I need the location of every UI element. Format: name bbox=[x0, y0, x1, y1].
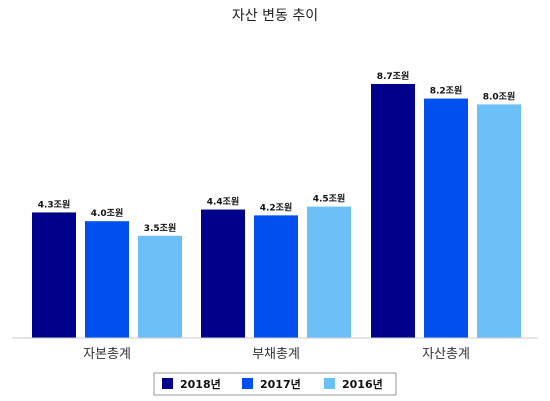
bar-0-2 bbox=[138, 235, 182, 338]
data-label-0-0: 4.3조원 bbox=[38, 198, 71, 210]
category-label-1: 부채총계 bbox=[252, 347, 300, 362]
legend-box bbox=[153, 372, 397, 396]
bar-1-2 bbox=[307, 206, 351, 338]
legend: 2018년 2017년 2016년 bbox=[153, 372, 397, 396]
bars-group: 4.3조원 4.4조원 8.7조원 4.0조원 4.2조원 8.2조원 3.5조원 4.5조원… bbox=[32, 70, 521, 339]
data-label-1-0: 4.4조원 bbox=[207, 196, 240, 208]
data-label-2-2: 8.0조원 bbox=[483, 90, 516, 102]
legend-label-0: 2018년 bbox=[180, 377, 221, 391]
category-label-0: 자본총계 bbox=[83, 347, 131, 362]
chart-title: 자산 변동 추이 bbox=[232, 8, 318, 24]
data-label-1-2: 4.5조원 bbox=[313, 193, 346, 205]
bar-1-0 bbox=[201, 209, 245, 338]
bar-1-1 bbox=[254, 215, 298, 338]
legend-swatch-0 bbox=[162, 378, 173, 389]
legend-swatch-2 bbox=[324, 378, 335, 389]
data-label-0-1: 4.0조원 bbox=[91, 207, 124, 219]
category-label-2: 자산총계 bbox=[422, 347, 470, 362]
bar-2-0 bbox=[371, 83, 415, 339]
data-label-1-1: 4.2조원 bbox=[260, 201, 293, 213]
bar-2-2 bbox=[477, 104, 521, 339]
data-label-0-2: 3.5조원 bbox=[144, 222, 177, 234]
bar-0-1 bbox=[85, 221, 129, 338]
bar-2-1 bbox=[424, 98, 468, 338]
legend-label-2: 2016년 bbox=[342, 377, 383, 391]
category-labels: 자본총계 부채총계 자산총계 bbox=[83, 347, 470, 362]
data-label-2-1: 8.2조원 bbox=[430, 85, 463, 97]
data-label-2-0: 8.7조원 bbox=[377, 70, 410, 82]
legend-label-1: 2017년 bbox=[260, 377, 301, 391]
legend-swatch-1 bbox=[242, 378, 253, 389]
bar-0-0 bbox=[32, 212, 76, 338]
